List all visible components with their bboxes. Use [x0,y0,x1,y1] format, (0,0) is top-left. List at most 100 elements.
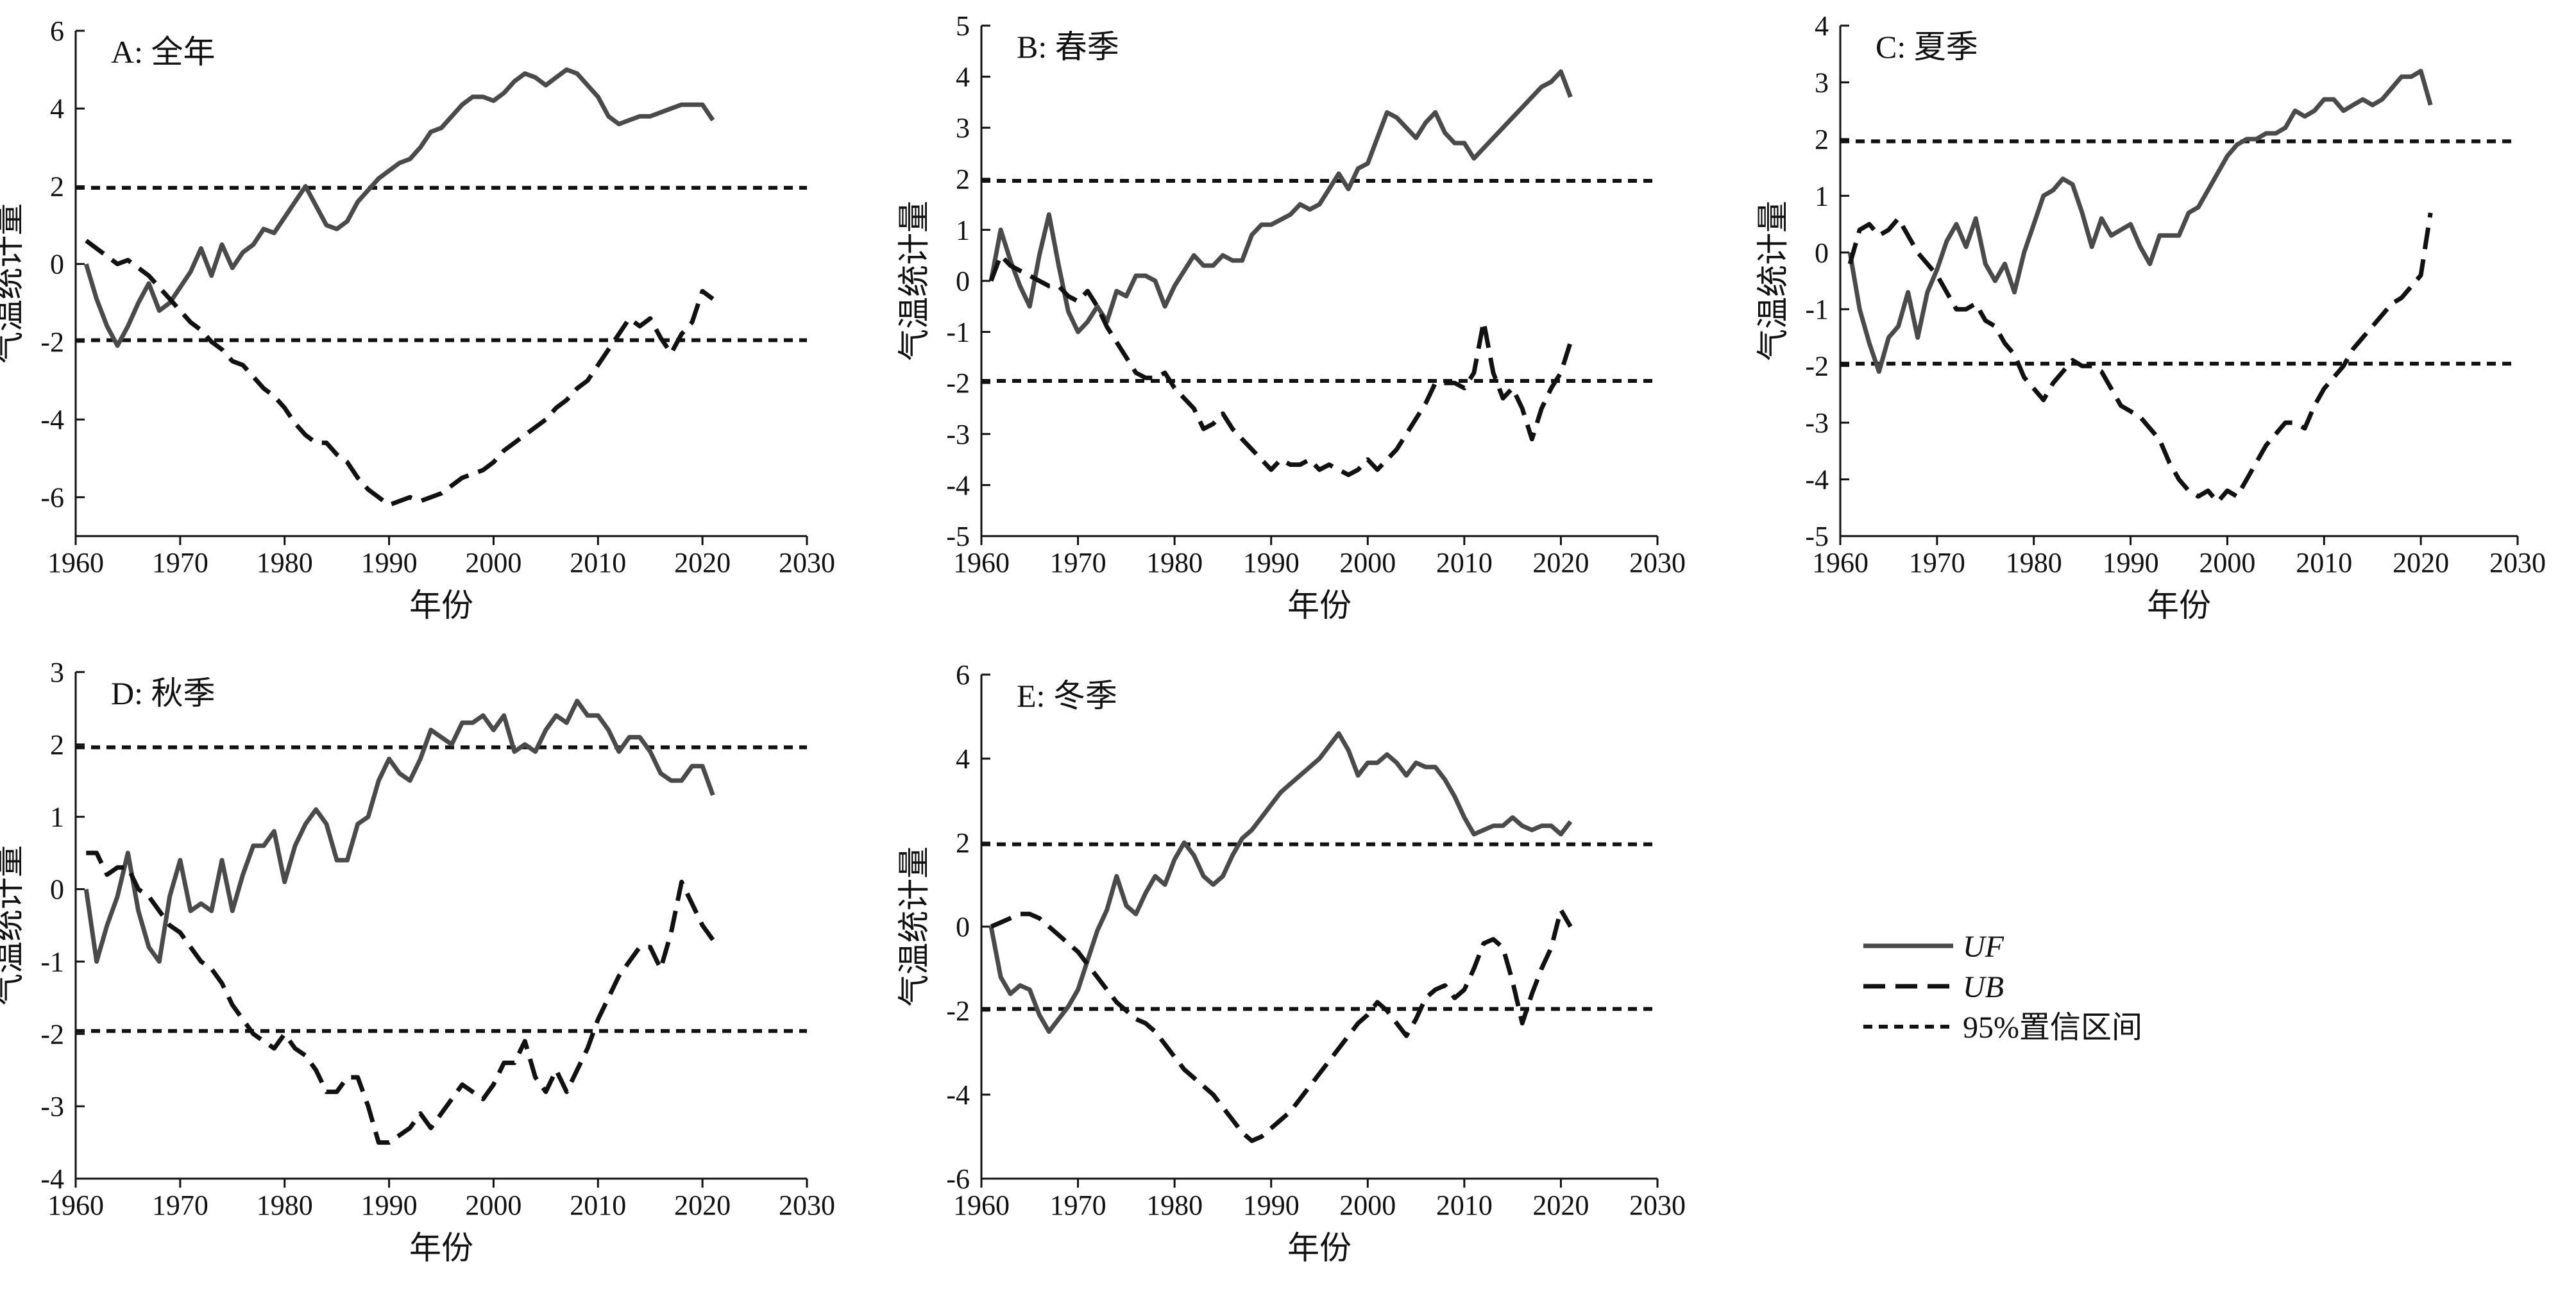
y-tick-label: -4 [946,469,970,501]
x-tick-label: 2030 [779,547,835,578]
x-axis-title: 年份 [409,1230,473,1266]
y-axis-title: 气温统计量 [0,203,26,364]
y-tick-label: 0 [1815,237,1829,269]
x-tick-label: 1990 [2103,547,2159,578]
panel-title: E: 冬季 [1017,678,1117,714]
x-tick-label: 2020 [1532,1190,1589,1221]
x-tick-label: 1990 [361,1190,418,1221]
y-tick-label: -5 [946,521,970,552]
x-tick-label: 1960 [1812,547,1868,578]
panel-title: D: 秋季 [111,675,216,711]
y-tick-label: 0 [50,249,64,280]
y-tick-label: -6 [946,1163,970,1195]
y-tick-label: -2 [40,1018,64,1050]
x-tick-label: 2000 [1339,547,1396,578]
y-tick-label: 3 [956,112,970,144]
ub-series-line [85,239,715,507]
x-tick-label: 2020 [1532,547,1589,578]
y-tick-label: -1 [1805,294,1829,325]
y-tick-label: 2 [956,827,970,859]
x-tick-label: 2000 [1339,1190,1396,1221]
y-tick-label: -5 [1805,521,1829,552]
x-tick-label: 2010 [570,1190,626,1221]
y-tick-label: 4 [956,743,970,775]
x-tick-label: 2030 [2489,547,2546,578]
y-tick-label: 5 [956,10,970,42]
uf-series-line [1847,69,2433,374]
x-tick-label: 2030 [779,1190,835,1221]
x-tick-label: 1960 [47,547,104,578]
y-tick-label: 2 [956,164,970,195]
legend-ub-label: UB [1963,970,2004,1004]
y-tick-label: -4 [946,1079,970,1111]
y-tick-label: 3 [1815,67,1829,98]
x-tick-label: 2030 [1629,1190,1686,1221]
chart-panel-3: -5 -4 -3 -2 -1 0 1 2 3 4 1960 1970 1980 1990 2000 2010 2… [1755,10,2546,623]
x-tick-label: 2010 [2296,547,2352,578]
x-tick-label: 1970 [1050,1190,1106,1221]
x-tick-label: 1980 [1146,547,1203,578]
x-tick-label: 1960 [953,547,1010,578]
y-tick-label: -1 [40,946,64,977]
x-tick-label: 1970 [1050,547,1106,578]
x-tick-label: 1960 [953,1190,1010,1221]
y-axis-title: 气温统计量 [896,846,932,1007]
y-axis-title: 气温统计量 [896,201,932,361]
legend-uf-label: UF [1963,930,2004,964]
x-tick-label: 2000 [465,1190,521,1221]
y-tick-label: 4 [50,93,64,124]
ub-series-line [86,850,715,1145]
uf-series-line [83,698,715,964]
x-tick-label: 2020 [674,1190,731,1221]
chart-panel-4: -4 -3 -2 -1 0 1 2 3 1960 1970 1980 1990 2000 2010 2020… [0,657,835,1266]
legend-ci-label: 95%置信区间 [1963,1011,2142,1045]
y-tick-label: 2 [50,171,64,202]
y-tick-label: -6 [40,482,64,513]
x-tick-label: 1970 [152,1190,208,1221]
y-tick-label: -4 [40,1163,64,1195]
x-tick-label: 1980 [1146,1190,1203,1221]
chart-panel-5: -6 -4 -2 0 2 4 6 1960 1970 1980 1990 2000 2010 2020 20… [896,659,1686,1266]
x-tick-label: 2010 [1436,1190,1493,1221]
x-tick-label: 1970 [1909,547,1965,578]
y-axis-title: 气温统计量 [1755,201,1791,361]
x-tick-label: 1980 [2006,547,2062,578]
panel-title: C: 夏季 [1876,29,1978,65]
y-tick-label: -2 [946,995,970,1027]
uf-series-line [83,67,715,348]
x-axis-title: 年份 [2147,587,2211,623]
x-tick-label: 1980 [257,1190,313,1221]
y-tick-label: -3 [1805,407,1829,439]
y-tick-label: 0 [50,874,64,905]
y-tick-label: -3 [40,1091,64,1122]
x-tick-label: 1980 [257,547,313,578]
x-tick-label: 2000 [465,547,521,578]
x-axis-title: 年份 [1287,587,1352,623]
y-tick-label: -4 [40,404,64,435]
y-axis-title: 气温统计量 [0,845,26,1006]
x-tick-label: 1960 [47,1190,104,1221]
y-tick-label: -1 [946,317,970,348]
x-tick-label: 2020 [674,547,731,578]
y-tick-label: 4 [956,62,970,93]
ub-series-line [1847,212,2433,505]
y-tick-label: -2 [40,326,64,358]
x-tick-label: 2020 [2393,547,2449,578]
x-tick-label: 1990 [1243,547,1300,578]
y-tick-label: -2 [1805,351,1829,382]
ub-series-line [990,907,1573,1143]
panel-title: A: 全年 [111,34,216,70]
y-tick-label: 2 [50,729,64,761]
y-tick-label: 4 [1815,10,1829,42]
y-tick-label: 6 [50,15,64,47]
x-tick-label: 2010 [570,547,626,578]
y-tick-label: 0 [956,265,970,297]
uf-series-line [988,731,1573,1034]
y-tick-label: 1 [956,214,970,246]
y-tick-label: -2 [946,367,970,399]
y-tick-label: 6 [956,659,970,691]
chart-panel-2: -5 -4 -3 -2 -1 0 1 2 3 4 5 1960 1970 1980 1990 2000 2010… [896,10,1686,623]
x-tick-label: 2010 [1436,547,1493,578]
y-tick-label: 1 [50,802,64,833]
